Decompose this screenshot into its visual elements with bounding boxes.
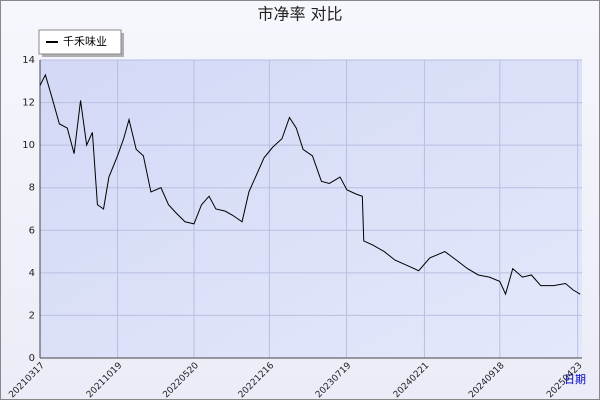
chart-title: 市净率 对比	[257, 5, 342, 24]
plot-area	[40, 60, 582, 358]
y-tick-label: 4	[29, 268, 35, 279]
x-axis-label: 日期	[564, 373, 586, 386]
legend: 千禾味业	[38, 29, 124, 57]
y-tick-label: 12	[22, 98, 35, 109]
y-tick-label: 2	[29, 310, 35, 321]
y-tick-label: 6	[29, 225, 35, 236]
legend-label: 千禾味业	[63, 35, 107, 48]
y-tick-label: 8	[29, 183, 35, 194]
line-series	[39, 73, 581, 296]
y-tick-label: 0	[29, 353, 35, 364]
y-tick-label: 14	[22, 55, 35, 66]
y-tick-label: 10	[22, 140, 35, 151]
legend-box	[38, 29, 122, 55]
